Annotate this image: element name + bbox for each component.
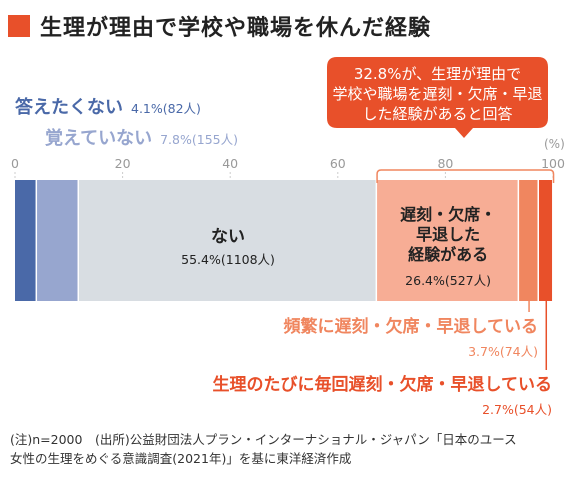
unit-label: (%) xyxy=(544,137,565,151)
callout-line-3: した経験があると回答 xyxy=(362,105,512,123)
callout-box xyxy=(327,57,548,138)
label-none-value: 55.4%(1108人) xyxy=(181,252,275,267)
title-marker xyxy=(8,15,30,37)
callout-line-1: 32.8%が、生理が理由で xyxy=(354,65,521,83)
label-none-name: ない xyxy=(211,227,245,247)
callout-bracket xyxy=(376,169,555,183)
label-experience-line-1: 遅刻・欠席・ xyxy=(400,205,496,224)
label-dont-remember: 覚えていない 7.8%(155人) xyxy=(45,127,238,149)
footnote-line-1: (注)n=2000 (出所)公益財団法人プラン・インターナショナル・ジャパン「日… xyxy=(10,432,517,447)
bar-segment-1 xyxy=(15,180,36,301)
bar-segment-5 xyxy=(519,180,538,301)
footnote-line-2: 女性の生理をめぐる意識調査(2021年)」を基に東洋経済作成 xyxy=(10,451,352,466)
chart-title-row: 生理が理由で学校や職場を休んだ経験 xyxy=(8,10,431,42)
tick-label-20: 20 xyxy=(115,156,131,171)
label-frequent-value: 3.7%(74人) xyxy=(468,344,538,359)
bar-segment-4 xyxy=(377,180,518,301)
tick-label-0: 0 xyxy=(11,156,19,171)
tick-label-40: 40 xyxy=(222,156,238,171)
callout-line-2: 学校や職場を遅刻・欠席・早退 xyxy=(332,85,542,103)
tick-label-100: 100 xyxy=(541,156,565,171)
chart-title: 生理が理由で学校や職場を休んだ経験 xyxy=(40,16,432,41)
label-frequent-name: 頻繁に遅刻・欠席・早退している xyxy=(283,316,539,337)
bar-segment-2 xyxy=(37,180,78,301)
tick-label-60: 60 xyxy=(330,156,346,171)
footnote: (注)n=2000 (出所)公益財団法人プラン・インターナショナル・ジャパン「日… xyxy=(10,430,562,468)
label-every-time-name: 生理のたびに毎回遅刻・欠席・早退している xyxy=(213,374,553,395)
tick-label-80: 80 xyxy=(437,156,453,171)
label-experience-line-2: 早退した xyxy=(416,225,480,244)
label-every-time-value: 2.7%(54人) xyxy=(482,402,552,417)
label-experience-value: 26.4%(527人) xyxy=(405,273,491,288)
label-experience-line-3: 経験がある xyxy=(408,245,488,264)
bar-segment-6 xyxy=(539,180,553,301)
label-answer-decline: 答えたくない 4.1%(82人) xyxy=(15,96,201,118)
bar-segment-3 xyxy=(79,180,376,301)
